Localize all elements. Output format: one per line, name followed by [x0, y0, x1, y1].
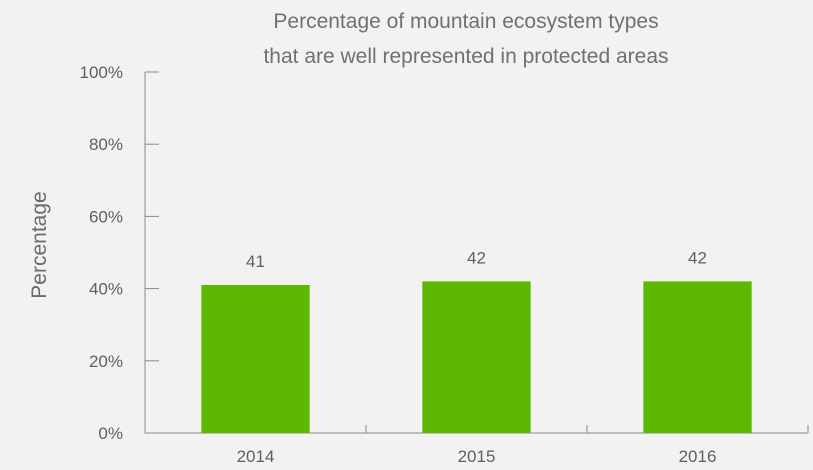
bar-2015	[422, 281, 531, 433]
bar-2016	[643, 281, 752, 433]
value-label-2014: 41	[246, 252, 265, 271]
y-tick-label: 0%	[98, 424, 123, 443]
y-tick-label: 60%	[89, 207, 123, 226]
y-tick-label: 20%	[89, 352, 123, 371]
y-tick-label: 40%	[89, 280, 123, 299]
y-tick-label: 80%	[89, 135, 123, 154]
chart-title-line-2: that are well represented in protected a…	[263, 45, 668, 68]
y-axis-title: Percentage	[28, 191, 51, 298]
value-labels-group: 41 42 42	[246, 248, 707, 271]
x-tick-label-2014: 2014	[237, 447, 275, 466]
y-axis-ticks: 0% 20% 40% 60% 80% 100%	[80, 63, 159, 443]
value-label-2016: 42	[688, 248, 707, 267]
y-tick-label: 100%	[80, 63, 123, 82]
bars-group	[201, 281, 752, 433]
x-tick-label-2015: 2015	[458, 447, 496, 466]
x-tick-label-2016: 2016	[679, 447, 717, 466]
value-label-2015: 42	[467, 248, 486, 267]
x-axis-ticks: 2014 2015 2016	[237, 425, 809, 466]
chart-title-line-1: Percentage of mountain ecosystem types	[273, 10, 658, 33]
bar-2014	[201, 284, 310, 433]
